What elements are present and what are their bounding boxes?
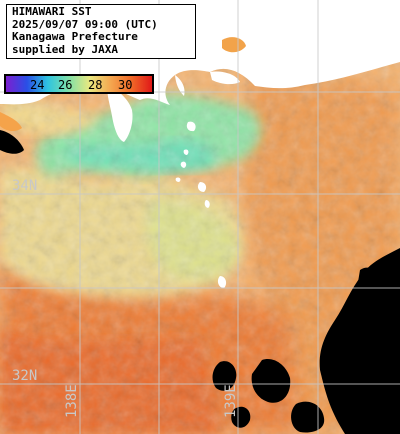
legend-tick-24: 24 [30, 78, 44, 92]
no-data-patch-2 [212, 361, 237, 391]
land-boso-peninsula [210, 71, 240, 85]
lon-label-138e: 138E [64, 384, 80, 418]
sst-color-legend: 24 26 28 30 [4, 74, 154, 94]
island-miyakejima [197, 182, 207, 192]
no-data-patch-3 [291, 401, 325, 433]
lon-label-139e: 139E [223, 384, 239, 418]
legend-gradient [6, 76, 152, 92]
sst-bay-southwest [0, 112, 22, 132]
lat-label-32n: 32N [12, 368, 37, 384]
map-info-box: HIMAWARI SST 2025/09/07 09:00 (UTC) Kana… [6, 4, 196, 59]
island-oshima [186, 121, 196, 132]
legend-tick-26: 26 [58, 78, 72, 92]
info-region: Kanagawa Prefecture [12, 31, 138, 44]
land-izu-peninsula [107, 86, 133, 142]
island-hachijojima [217, 276, 227, 288]
no-data-patch-1 [251, 359, 291, 403]
island-mikurajima [204, 200, 210, 208]
no-data-patch-4 [231, 406, 251, 428]
info-credit: supplied by JAXA [12, 43, 118, 56]
legend-tick-28: 28 [88, 78, 102, 92]
info-timestamp: 2025/09/07 09:00 (UTC) [12, 18, 158, 31]
island-kozushima [175, 177, 181, 182]
lat-label-34n: 34N [12, 178, 37, 194]
legend-tick-30: 30 [118, 78, 132, 92]
land-miura-peninsula [175, 75, 185, 96]
no-data-east [319, 248, 400, 434]
info-title: HIMAWARI SST [12, 6, 92, 18]
island-niijima [180, 161, 187, 168]
island-toshima [183, 149, 189, 155]
no-data-patch-5 [358, 267, 377, 287]
no-data-west [0, 130, 24, 154]
sst-bay-inner [222, 37, 246, 53]
